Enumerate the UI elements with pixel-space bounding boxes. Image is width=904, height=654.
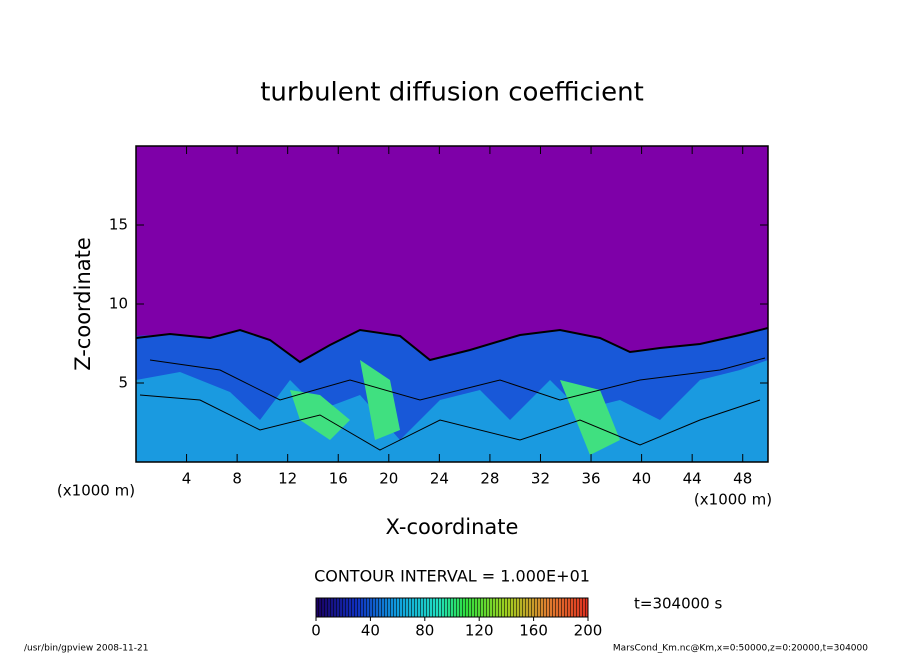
x-axis-label: X-coordinate — [386, 515, 519, 539]
x-tick-label: 32 — [531, 470, 550, 488]
colorbar-tick-label: 0 — [311, 622, 321, 640]
y-tick-label: 5 — [118, 374, 128, 392]
x-tick-label: 28 — [480, 470, 499, 488]
colorbar-tick-label: 160 — [519, 622, 548, 640]
contour-field — [136, 146, 768, 462]
y-tick-label: 10 — [109, 295, 128, 313]
colorbar-tick-label: 200 — [574, 622, 603, 640]
colorbar-tick-label: 40 — [361, 622, 380, 640]
colorbar-tick-label: 120 — [465, 622, 494, 640]
x-tick-label: 20 — [379, 470, 398, 488]
contour-interval: CONTOUR INTERVAL = 1.000E+01 — [314, 567, 590, 586]
colorbar-tick-label: 80 — [415, 622, 434, 640]
x-tick-label: 44 — [683, 470, 702, 488]
x-tick-label: 8 — [232, 470, 242, 488]
y-unit-label: (x1000 m) — [57, 482, 135, 500]
x-tick-label: 16 — [329, 470, 348, 488]
x-tick-label: 24 — [430, 470, 449, 488]
chart-title: turbulent diffusion coefficient — [260, 78, 644, 108]
x-tick-label: 40 — [632, 470, 651, 488]
time-label: t=304000 s — [634, 595, 722, 613]
x-tick-label: 48 — [733, 470, 752, 488]
colorbar-frame — [315, 597, 589, 618]
y-tick-label: 15 — [109, 216, 128, 234]
footer-right: MarsCond_Km.nc@Km,x=0:50000,z=0:20000,t=… — [613, 644, 868, 654]
x-tick-label: 4 — [182, 470, 192, 488]
x-tick-label: 12 — [278, 470, 297, 488]
y-axis-label: Z-coordinate — [71, 237, 95, 371]
x-tick-label: 36 — [581, 470, 600, 488]
footer-left: /usr/bin/gpview 2008-11-21 — [24, 644, 148, 654]
x-unit-label: (x1000 m) — [694, 491, 772, 509]
